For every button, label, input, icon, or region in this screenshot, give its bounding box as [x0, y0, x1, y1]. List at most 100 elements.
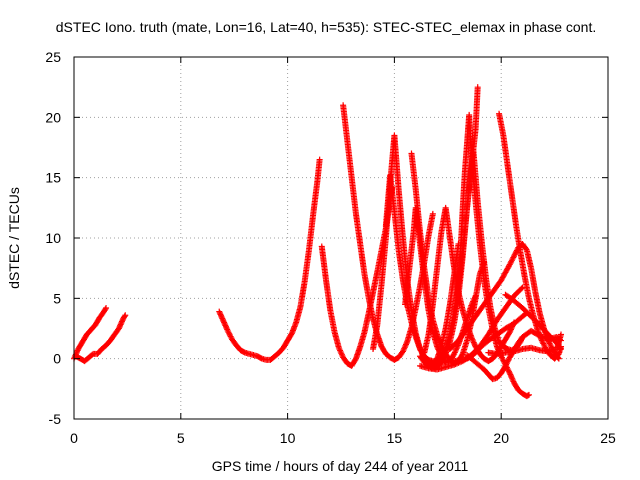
y-tick-label: -5	[49, 411, 62, 427]
data-point	[451, 349, 458, 356]
data-point	[218, 314, 225, 321]
data-point	[221, 321, 228, 328]
data-point	[222, 323, 229, 330]
x-tick-label: 20	[493, 430, 509, 446]
data-point	[507, 372, 514, 379]
data-layer	[71, 84, 565, 400]
data-point	[338, 350, 345, 357]
data-series	[402, 204, 479, 366]
data-point	[434, 343, 441, 350]
data-point	[452, 348, 459, 355]
data-point	[506, 370, 513, 377]
data-point	[469, 336, 476, 343]
data-point	[121, 313, 128, 320]
data-point	[469, 299, 476, 306]
data-point	[337, 347, 344, 354]
x-tick-label: 15	[387, 430, 403, 446]
data-point	[471, 340, 478, 347]
data-point	[400, 347, 407, 354]
data-series	[434, 309, 530, 366]
x-axis-label: GPS time / hours of day 244 of year 2011	[212, 458, 469, 474]
data-point	[435, 347, 442, 354]
data-point	[525, 391, 532, 398]
data-point	[402, 341, 409, 348]
data-point	[524, 392, 531, 399]
data-point	[217, 311, 224, 318]
data-point	[509, 377, 516, 384]
y-axis-label: dSTEC / TECUs	[6, 187, 22, 289]
data-point	[535, 332, 542, 339]
x-tick-label: 5	[177, 430, 185, 446]
data-point	[401, 345, 408, 352]
data-point	[522, 245, 529, 252]
data-point	[468, 301, 475, 308]
data-point	[216, 308, 223, 315]
y-tick-label: 10	[45, 230, 61, 246]
y-tick-label: 25	[45, 49, 61, 65]
data-point	[117, 322, 124, 329]
data-point	[557, 344, 564, 351]
data-point	[117, 321, 124, 328]
data-point	[453, 345, 460, 352]
data-series	[216, 156, 323, 363]
data-point	[115, 325, 122, 332]
data-series	[73, 312, 129, 365]
data-point	[220, 318, 227, 325]
ticks-layer: 0 5 10 15 20 25 -5 0 5 10 15 20 25	[45, 49, 616, 446]
data-point	[440, 350, 447, 357]
data-point	[435, 346, 442, 353]
data-point	[494, 344, 501, 351]
data-point	[472, 292, 479, 299]
data-point	[441, 348, 448, 355]
data-point	[442, 347, 449, 354]
data-point	[509, 375, 516, 382]
y-tick-label: 15	[45, 170, 61, 186]
data-point	[219, 315, 226, 322]
data-point	[222, 322, 229, 329]
data-point	[471, 295, 478, 302]
data-point	[440, 351, 447, 358]
data-point	[434, 344, 441, 351]
data-point	[506, 329, 513, 336]
data-point	[102, 306, 109, 313]
data-point	[336, 346, 343, 353]
data-point	[403, 340, 410, 347]
data-series	[502, 291, 565, 353]
data-point	[468, 333, 475, 340]
y-tick-label: 0	[53, 351, 61, 367]
data-point	[221, 319, 228, 326]
data-point	[118, 318, 125, 325]
data-point	[468, 302, 475, 309]
data-point	[518, 285, 525, 292]
data-point	[335, 344, 342, 351]
data-point	[470, 297, 477, 304]
data-point	[224, 326, 231, 333]
data-series	[421, 204, 518, 365]
data-point	[401, 344, 408, 351]
data-point	[470, 339, 477, 346]
data-point	[118, 319, 125, 326]
data-point	[218, 312, 225, 319]
data-point	[338, 351, 345, 358]
data-point	[116, 324, 123, 331]
data-point	[453, 346, 460, 353]
data-point	[402, 342, 409, 349]
data-point	[439, 354, 446, 361]
data-point	[216, 309, 223, 316]
x-tick-label: 25	[600, 430, 616, 446]
data-point	[470, 298, 477, 305]
data-point	[122, 312, 129, 319]
data-point	[223, 325, 230, 332]
data-point	[470, 338, 477, 345]
data-point	[74, 348, 81, 355]
chart-title: dSTEC Iono. truth (mate, Lon=16, Lat=40,…	[56, 19, 596, 35]
data-point	[219, 316, 226, 323]
data-point	[471, 294, 478, 301]
y-tick-label: 20	[45, 109, 61, 125]
data-point	[558, 331, 565, 338]
data-point	[337, 348, 344, 355]
x-tick-label: 10	[280, 430, 296, 446]
data-point	[468, 335, 475, 342]
data-series	[71, 304, 110, 362]
